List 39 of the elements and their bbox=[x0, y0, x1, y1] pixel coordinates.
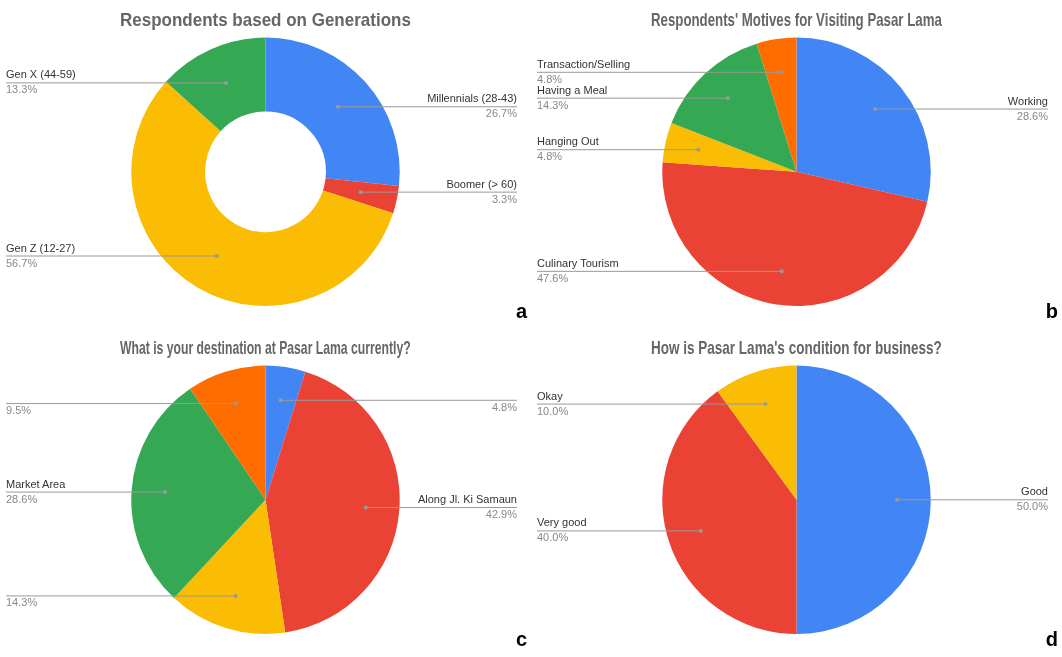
data-label: 14.3% bbox=[6, 596, 38, 609]
slice-label: Okay bbox=[537, 389, 564, 402]
data-label: 28.6% bbox=[6, 492, 38, 505]
slice-label: Very good bbox=[537, 516, 587, 529]
text: c bbox=[515, 627, 527, 650]
slice-label: Transaction/Selling bbox=[537, 57, 631, 70]
slice-label: Along Jl. Ki Samaun bbox=[417, 493, 517, 506]
text: d bbox=[1045, 627, 1058, 650]
data-label: 4.8% bbox=[537, 150, 563, 163]
chart-title: Respondents' Motives for Visiting Pasar Lama bbox=[651, 9, 942, 30]
text: b bbox=[1045, 299, 1058, 322]
data-label: 26.7% bbox=[485, 107, 518, 120]
slice-label: Hanging Out bbox=[537, 135, 599, 148]
slice-label: Millennials (28-43) bbox=[427, 92, 517, 105]
data-label: 40.0% bbox=[537, 531, 569, 544]
data-label: 13.3% bbox=[6, 83, 38, 96]
data-label: 4.8% bbox=[491, 400, 518, 413]
slice-label: Gen Z (12-27) bbox=[6, 241, 76, 254]
slice-label: Boomer (> 60) bbox=[446, 177, 517, 190]
chart-title: How is Pasar Lama's condition for business? bbox=[651, 337, 942, 358]
slice-label: Gen X (44-59) bbox=[6, 68, 76, 81]
text: a bbox=[515, 299, 528, 322]
slice-label: Market Area bbox=[6, 477, 67, 490]
data-label: 47.6% bbox=[537, 271, 569, 284]
slice-label: Having a Meal bbox=[537, 83, 608, 96]
data-label: 50.0% bbox=[1016, 500, 1049, 513]
chart-title: What is your destination at Pasar Lama currently? bbox=[120, 337, 411, 358]
data-label: 3.3% bbox=[491, 192, 518, 205]
data-label: 14.3% bbox=[537, 98, 569, 111]
slice-label: Working bbox=[1007, 94, 1048, 107]
slice-label: Culinary Tourism bbox=[537, 256, 619, 269]
data-label: 9.5% bbox=[6, 404, 32, 417]
slice-label: Good bbox=[1021, 485, 1048, 498]
data-label: 10.0% bbox=[537, 404, 569, 417]
data-label: 28.6% bbox=[1016, 109, 1049, 122]
data-label: 4.8% bbox=[537, 72, 563, 85]
chart-title: Respondents based on Generations bbox=[120, 9, 412, 30]
data-label: 56.7% bbox=[6, 256, 38, 269]
data-label: 42.9% bbox=[485, 508, 518, 521]
